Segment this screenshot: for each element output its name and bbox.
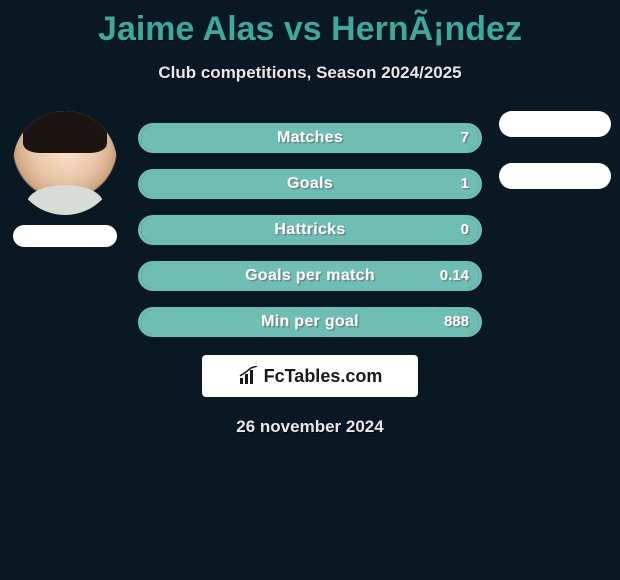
stat-row-mpg: Min per goal 888 [138,307,482,337]
player-left-name-pill [13,225,117,247]
stat-label: Goals [141,172,479,196]
stat-row-hattricks: Hattricks 0 [138,215,482,245]
stat-value-left: 7 [461,126,469,150]
stat-value-left: 1 [461,172,469,196]
logo-box: FcTables.com [202,355,418,397]
stat-label: Hattricks [141,218,479,242]
page-title: Jaime Alas vs HernÃ¡ndez [0,0,620,49]
player-left-avatar [13,111,117,215]
stat-rows: Matches 7 Goals 1 Hattricks 0 Goals per … [138,123,482,337]
stat-label: Matches [141,126,479,150]
stat-value-left: 0 [461,218,469,242]
stat-value-left: 888 [444,310,469,334]
player-left-column [0,111,130,247]
stat-row-gpm: Goals per match 0.14 [138,261,482,291]
stat-value-left: 0.14 [440,264,469,288]
date-text: 26 november 2024 [0,417,620,437]
avatar-hair [23,111,107,153]
stat-row-goals: Goals 1 [138,169,482,199]
player-right-pill-2 [499,163,611,189]
player-right-column [490,111,620,189]
stat-label: Min per goal [141,310,479,334]
logo-text: FcTables.com [264,366,383,387]
comparison-content: Matches 7 Goals 1 Hattricks 0 Goals per … [0,123,620,437]
stat-row-matches: Matches 7 [138,123,482,153]
player-right-pill-1 [499,111,611,137]
stat-label: Goals per match [141,264,479,288]
subtitle: Club competitions, Season 2024/2025 [0,63,620,83]
avatar-shirt [27,185,103,215]
bar-chart-icon [238,366,260,386]
